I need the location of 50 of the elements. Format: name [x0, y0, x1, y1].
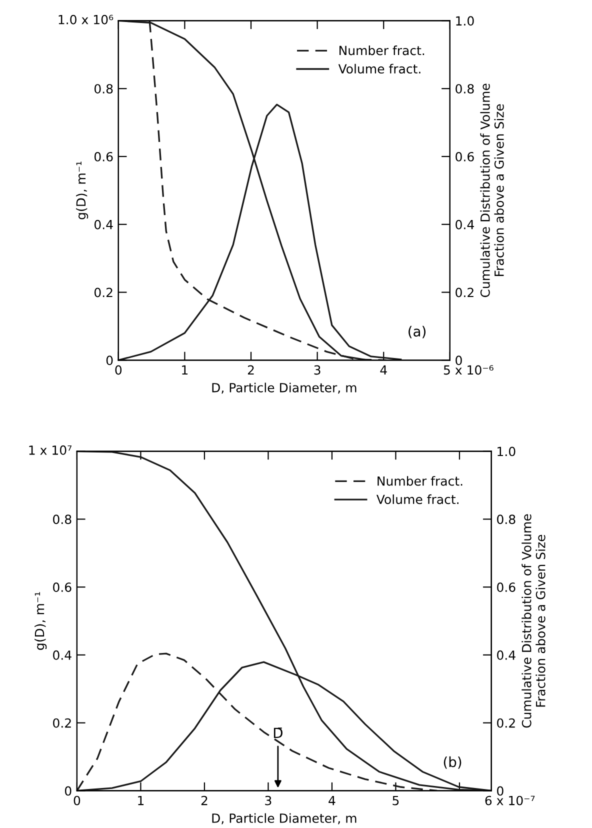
- text: 1 x 10⁷: [29, 445, 72, 455]
- y2-tick-label: 1.0: [498, 446, 516, 456]
- x-tick-label: 1: [182, 365, 188, 375]
- y2-axis-title: Cumulative Distribution of Volume Fraction above a Given Size: [522, 514, 546, 728]
- x-tick-label: 5: [392, 796, 399, 806]
- x-tick-label: 0: [74, 796, 80, 806]
- x-tick-label: 1: [138, 796, 144, 806]
- y-axis-title: g(D), m⁻¹: [76, 162, 88, 220]
- y-tick-label: 0.8: [53, 514, 72, 524]
- legend-label: Number fract.: [340, 46, 424, 56]
- y-tick-label: 0.6: [94, 152, 113, 162]
- x-tick-label: 3: [314, 365, 320, 375]
- annotation: D̄: [274, 728, 282, 738]
- y2-tick-label: 0.4: [497, 650, 516, 660]
- x-axis-title: D, Particle Diameter, m: [212, 382, 356, 394]
- y-tick-label: 0: [64, 786, 72, 796]
- y2-tick-label: 0.8: [497, 514, 516, 524]
- y2-tick-label: 0: [456, 356, 462, 366]
- y-tick-label: 0.2: [53, 718, 71, 728]
- legend-label: Number fract.: [378, 476, 462, 486]
- y-tick-label: 0.4: [94, 220, 113, 230]
- text: 1.0 x 10⁶: [58, 14, 114, 24]
- x-tick-label: 0: [115, 365, 122, 375]
- annotation: (b): [444, 756, 462, 769]
- y2-tick-label: 1.0: [456, 16, 474, 26]
- y-tick-label: 0.6: [53, 582, 72, 592]
- x-tick-label: 4: [328, 796, 336, 806]
- y-tick-label: 0.4: [53, 650, 72, 660]
- x-tick-label: 3: [265, 796, 272, 806]
- y-tick-label: 0.2: [94, 288, 112, 298]
- x-tick-label: 4: [380, 365, 387, 375]
- y2-tick-label: 0.6: [456, 152, 474, 162]
- y2-axis-title: Cumulative Distribution of Volume Fraction above a Given Size: [480, 84, 504, 298]
- legend-label: Volume fract.: [376, 494, 458, 504]
- x-tick-label: 2: [201, 796, 208, 806]
- y-axis-title: g(D), m⁻¹: [34, 592, 47, 650]
- x-tick-label: 2: [248, 365, 254, 375]
- y2-tick-label: 0.8: [456, 84, 474, 94]
- y2-tick-label: 0.6: [497, 582, 516, 592]
- legend-label: Volume fract.: [338, 64, 420, 74]
- text: 6 x 10⁻⁷: [485, 796, 535, 806]
- annotation: (a): [408, 326, 426, 338]
- y2-tick-label: 0.4: [456, 220, 474, 230]
- y-tick-label: 0.8: [94, 84, 113, 94]
- text: 5 x 10⁻⁶: [444, 365, 494, 375]
- y2-tick-label: 0.2: [497, 718, 515, 728]
- x-axis-title: D, Particle Diameter, m: [212, 813, 356, 824]
- y-tick-label: 0: [106, 356, 113, 366]
- y2-tick-label: 0.2: [456, 288, 474, 298]
- y2-tick-label: 0: [497, 786, 504, 796]
